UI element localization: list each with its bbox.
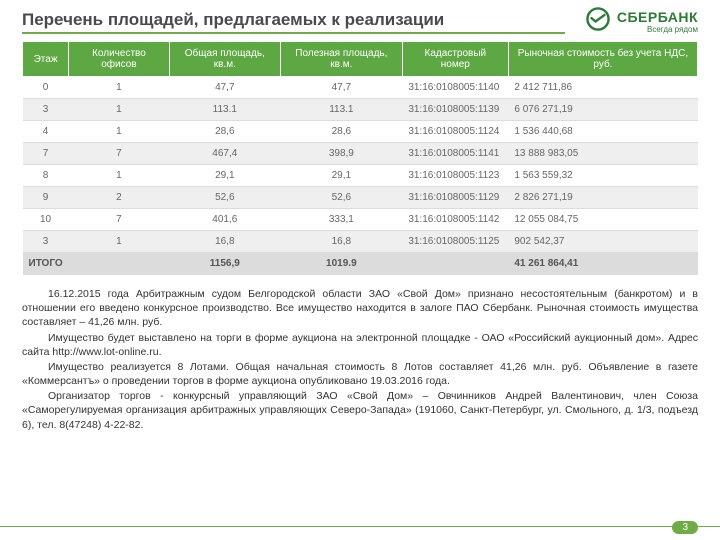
col-cadnum: Кадастровый номер: [402, 42, 508, 77]
table-row: 9252,652,631:16:0108005:11292 826 271,19: [23, 187, 698, 209]
table-cell: 1: [69, 77, 170, 99]
table-cell: 28,6: [169, 121, 280, 143]
table-body: 0147,747,731:16:0108005:11402 412 711,86…: [23, 77, 698, 275]
table-cell: 29,1: [280, 165, 402, 187]
table-total-cell: [402, 253, 508, 275]
table-total-cell: ИТОГО: [23, 253, 69, 275]
table-cell: 47,7: [169, 77, 280, 99]
table-cell: 7: [69, 143, 170, 165]
table-cell: 3: [23, 231, 69, 253]
table-cell: 47,7: [280, 77, 402, 99]
table-cell: 13 888 983,05: [508, 143, 697, 165]
table-cell: 2 412 711,86: [508, 77, 697, 99]
brand-name: СБЕРБАНК: [617, 9, 698, 25]
table-cell: 902 542,37: [508, 231, 697, 253]
sberbank-logo-icon: [585, 6, 611, 37]
table-cell: 29,1: [169, 165, 280, 187]
table-cell: 1 536 440,68: [508, 121, 697, 143]
table-cell: 4: [23, 121, 69, 143]
table-cell: 1 563 559,32: [508, 165, 697, 187]
table-cell: 1: [69, 99, 170, 121]
table-cell: 28,6: [280, 121, 402, 143]
table-total-cell: 1156,9: [169, 253, 280, 275]
footer: 3: [0, 520, 720, 534]
table-cell: 31:16:0108005:1124: [402, 121, 508, 143]
table-cell: 12 055 084,75: [508, 209, 697, 231]
table-cell: 1: [69, 165, 170, 187]
col-floor: Этаж: [23, 42, 69, 77]
table-cell: 9: [23, 187, 69, 209]
table-cell: 7: [23, 143, 69, 165]
table-cell: 1: [69, 121, 170, 143]
table-cell: 52,6: [280, 187, 402, 209]
table-total-cell: 41 261 864,41: [508, 253, 697, 275]
table-cell: 398,9: [280, 143, 402, 165]
table-row: 8129,129,131:16:0108005:11231 563 559,32: [23, 165, 698, 187]
table-cell: 31:16:0108005:1140: [402, 77, 508, 99]
col-offices: Количество офисов: [69, 42, 170, 77]
table-cell: 467,4: [169, 143, 280, 165]
table-cell: 10: [23, 209, 69, 231]
page-number: 3: [672, 521, 698, 534]
col-area: Общая площадь, кв.м.: [169, 42, 280, 77]
description-paragraph: Имущество будет выставлено на торги в фо…: [22, 331, 698, 359]
description-paragraph: Организатор торгов - конкурсный управляю…: [22, 389, 698, 432]
table-total-row: ИТОГО 1156,91019.9 41 261 864,41: [23, 253, 698, 275]
table-total-cell: [69, 253, 170, 275]
table-cell: 113.1: [280, 99, 402, 121]
table-row: 0147,747,731:16:0108005:11402 412 711,86: [23, 77, 698, 99]
description-paragraph: Имущество реализуется 8 Лотами. Общая на…: [22, 360, 698, 388]
table-cell: 2 826 271,19: [508, 187, 697, 209]
table-cell: 31:16:0108005:1125: [402, 231, 508, 253]
brand-tagline: Всегда рядом: [647, 25, 698, 34]
table-cell: 333,1: [280, 209, 402, 231]
table-header: Этаж Количество офисов Общая площадь, кв…: [23, 42, 698, 77]
table-row: 77467,4398,931:16:0108005:114113 888 983…: [23, 143, 698, 165]
table-cell: 31:16:0108005:1139: [402, 99, 508, 121]
col-useful: Полезная площадь, кв.м.: [280, 42, 402, 77]
table-cell: 31:16:0108005:1123: [402, 165, 508, 187]
table-cell: 113.1: [169, 99, 280, 121]
table-cell: 31:16:0108005:1129: [402, 187, 508, 209]
table-cell: 8: [23, 165, 69, 187]
listings-table: Этаж Количество офисов Общая площадь, кв…: [22, 41, 698, 275]
description-text: 16.12.2015 года Арбитражным судом Белгор…: [22, 287, 698, 432]
table-cell: 52,6: [169, 187, 280, 209]
table-cell: 0: [23, 77, 69, 99]
table-cell: 2: [69, 187, 170, 209]
table-cell: 1: [69, 231, 170, 253]
table-cell: 16,8: [169, 231, 280, 253]
table-row: 31113.1113.131:16:0108005:11396 076 271,…: [23, 99, 698, 121]
table-cell: 401,6: [169, 209, 280, 231]
table-row: 4128,628,631:16:0108005:11241 536 440,68: [23, 121, 698, 143]
table-row: 3116,816,831:16:0108005:1125902 542,37: [23, 231, 698, 253]
table-row: 107401,6333,131:16:0108005:114212 055 08…: [23, 209, 698, 231]
table-cell: 16,8: [280, 231, 402, 253]
table-cell: 3: [23, 99, 69, 121]
table-cell: 31:16:0108005:1141: [402, 143, 508, 165]
table-cell: 31:16:0108005:1142: [402, 209, 508, 231]
description-paragraph: 16.12.2015 года Арбитражным судом Белгор…: [22, 287, 698, 330]
col-price: Рыночная стоимость без учета НДС, руб.: [508, 42, 697, 77]
table-cell: 7: [69, 209, 170, 231]
brand-logo: СБЕРБАНК Всегда рядом: [585, 6, 698, 37]
table-total-cell: 1019.9: [280, 253, 402, 275]
page-title: Перечень площадей, предлагаемых к реализ…: [22, 10, 565, 34]
footer-divider: [0, 526, 720, 527]
table-cell: 6 076 271,19: [508, 99, 697, 121]
